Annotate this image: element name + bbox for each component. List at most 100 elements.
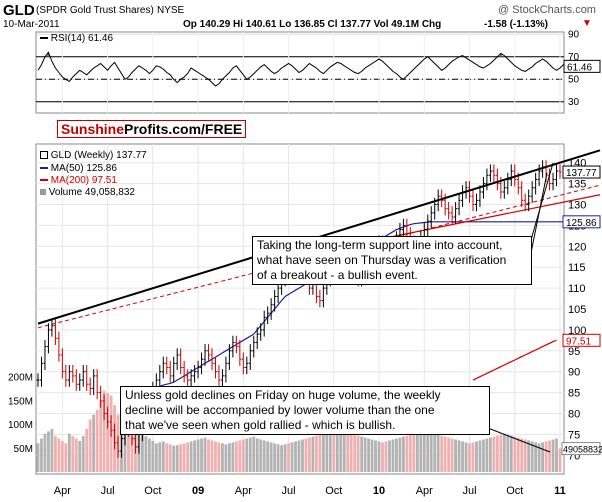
price-tick-label: 90 <box>568 367 580 379</box>
price-tick-label: 135 <box>568 179 586 191</box>
volume-bar <box>447 437 451 472</box>
volume-bar <box>297 440 301 472</box>
volume-bar <box>102 390 106 472</box>
price-tick-label: 110 <box>568 283 586 295</box>
volume-bar <box>259 439 263 472</box>
volume-bar <box>158 442 162 472</box>
ma50-legend-label: MA(50) 125.86 <box>50 163 117 174</box>
volume-bar <box>342 431 346 472</box>
price-tick-label: 85 <box>568 388 580 400</box>
volume-bar <box>43 433 47 472</box>
volume-bar <box>214 441 217 472</box>
rsi-tick-label: 30 <box>568 97 580 108</box>
volume-bar <box>468 443 471 472</box>
volume-bar <box>492 436 496 472</box>
volume-bar <box>457 440 461 472</box>
rsi-tick-label: 70 <box>568 52 580 63</box>
volume-bar <box>377 441 381 472</box>
volume-bar <box>436 434 440 472</box>
volume-bar <box>353 434 357 472</box>
volume-bar <box>422 430 426 472</box>
volume-bar <box>374 440 377 472</box>
volume-bar <box>502 433 506 472</box>
volume-bar <box>238 440 242 472</box>
volume-bar <box>67 433 71 472</box>
ma50-legend-swatch <box>40 167 48 170</box>
volume-bar <box>106 393 109 472</box>
volume-bar <box>203 437 207 472</box>
volume-bar <box>454 439 457 472</box>
volume-bar <box>325 432 329 472</box>
volume-axis: 50M 100M 150M 200M <box>8 372 33 455</box>
volume-bar <box>311 436 315 472</box>
volume-bar <box>537 443 541 472</box>
volume-bar <box>221 443 224 472</box>
volume-bar <box>92 414 96 472</box>
watermark: @ StockCharts.com <box>498 4 596 16</box>
volume-bar <box>154 443 158 472</box>
x-tick-label: Jul <box>282 485 296 497</box>
volume-bar <box>151 440 155 472</box>
volume-bar <box>551 439 555 472</box>
volume-bar <box>315 435 318 472</box>
volume-bar <box>464 442 468 472</box>
volume-bar <box>273 443 277 472</box>
volume-bar <box>555 438 558 472</box>
ma50-value-tag: 125.86 <box>566 218 597 229</box>
price-legend-title: GLD (Weekly) 137.77 <box>40 150 147 161</box>
volume-bar <box>172 445 176 472</box>
rsi-legend-label: RSI(14) 61.46 <box>50 33 114 44</box>
time-axis: Apr Jul Oct 09 Apr Jul Oct 10 Apr Jul Oct 11 <box>54 485 566 497</box>
volume-bar <box>356 435 360 472</box>
volume-bar <box>523 439 527 472</box>
arrow-to-breakout-2 <box>529 172 548 259</box>
ma200-legend-swatch <box>40 179 48 182</box>
ma200-value-tag: 97.51 <box>566 336 591 347</box>
x-tick-label: Apr <box>235 485 252 497</box>
volume-bar <box>360 436 364 472</box>
volume-bar <box>224 444 228 472</box>
price-tick-label: 80 <box>568 408 580 420</box>
volume-bar <box>127 421 130 472</box>
volume-bar <box>478 440 482 472</box>
volume-value-tag: 49058832 <box>563 445 602 455</box>
volume-bar <box>280 445 283 472</box>
volume-bar <box>534 442 538 472</box>
volume-bar <box>388 440 391 472</box>
volume-bar <box>398 437 402 472</box>
volume-bar <box>241 439 245 472</box>
volume-bar <box>415 432 419 472</box>
volume-bar <box>471 442 475 472</box>
volume-bar <box>419 431 423 472</box>
x-tick-label: 09 <box>192 485 204 497</box>
price-tick-label: 75 <box>568 429 580 441</box>
volume-bar <box>520 438 524 472</box>
volume-bar <box>210 440 214 472</box>
volume-bar <box>335 429 339 472</box>
close-value-tag: 137.77 <box>566 168 597 179</box>
volume-bar <box>402 436 405 472</box>
volume-bar <box>40 438 43 472</box>
volume-bar <box>130 426 134 472</box>
rsi-grid <box>36 32 564 113</box>
volume-bar <box>513 436 517 472</box>
volume-legend-label: Volume 49,058,832 <box>48 187 135 198</box>
logo-part-2: Profits.com/FREE <box>124 121 243 137</box>
volume-bar <box>530 441 534 472</box>
volume-bar <box>506 434 510 472</box>
volume-bar <box>321 433 325 472</box>
volume-bar <box>548 440 551 472</box>
volume-bar <box>57 438 61 472</box>
x-tick-label: Oct <box>506 485 523 497</box>
volume-bar <box>384 441 388 472</box>
volume-bar <box>558 448 562 472</box>
volume-bar <box>489 437 492 472</box>
volume-bar <box>54 436 57 472</box>
change-down-arrow-icon: ▼ <box>582 18 592 29</box>
volume-bar <box>541 442 544 472</box>
rsi-legend: RSI(14) 61.46 <box>40 33 113 44</box>
volume-bar <box>499 434 503 472</box>
price-tick-label: 115 <box>568 262 586 274</box>
x-tick-label: Jul <box>101 485 115 497</box>
close-value-tag-box <box>562 165 601 179</box>
